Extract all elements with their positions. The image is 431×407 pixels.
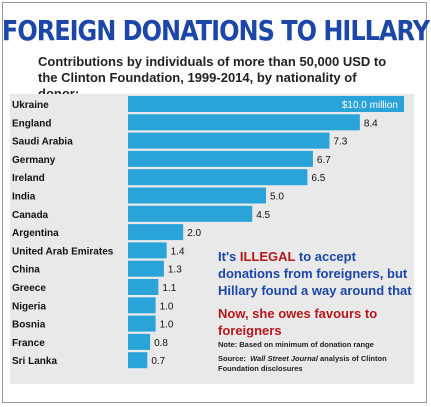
- source-publication: Wall Street Journal: [250, 354, 318, 363]
- footnote-source: Source: Wall Street Journal analysis of …: [218, 354, 408, 374]
- bar-nigeria: [128, 297, 156, 314]
- value-label-england: 8.4: [364, 118, 378, 129]
- annotation-favours: Now, she owes favours to foreigners: [218, 306, 378, 338]
- bar-india: [128, 187, 266, 204]
- category-label-bosnia: Bosnia: [12, 320, 46, 331]
- bar-argentina: [128, 224, 184, 241]
- value-label-germany: 6.7: [317, 155, 331, 166]
- category-label-england: England: [12, 118, 51, 129]
- category-label-sri-lanka: Sri Lanka: [12, 356, 57, 367]
- bar-ukraine: [128, 96, 404, 112]
- category-label-nigeria: Nigeria: [12, 301, 46, 312]
- value-label-bosnia: 1.0: [160, 320, 174, 331]
- source-text: analysis of Clinton Foundation disclosur…: [218, 354, 387, 373]
- annotation-suffix: to accept donations from foreigners, but…: [218, 249, 412, 298]
- bar-greece: [128, 279, 159, 295]
- annotation-highlight: ILLEGAL: [239, 249, 296, 264]
- chart-subtitle: Contributions by individuals of more tha…: [38, 54, 387, 101]
- value-label-united-arab-emirates: 1.4: [171, 246, 185, 257]
- bar-france: [128, 333, 151, 350]
- figure-border: [2, 2, 427, 403]
- category-label-canada: Canada: [12, 210, 49, 221]
- source-label: Source:: [218, 354, 246, 363]
- chart-title: FOREIGN DONATIONS TO HILLARY: [1, 14, 430, 48]
- category-label-china: China: [12, 265, 40, 276]
- value-label-ukraine: $10.0 million: [342, 100, 398, 111]
- value-label-greece: 1.1: [162, 283, 176, 294]
- value-label-france: 0.8: [154, 338, 168, 349]
- bar-ireland: [128, 169, 308, 186]
- category-label-france: France: [12, 338, 45, 349]
- bar-saudi-arabia: [128, 132, 330, 149]
- category-label-argentina: Argentina: [12, 228, 59, 239]
- annotation-illegal: It's ILLEGAL to accept donations from fo…: [218, 248, 418, 299]
- category-label-india: India: [12, 192, 36, 203]
- bar-united-arab-emirates: [128, 242, 167, 259]
- value-label-saudi-arabia: 7.3: [333, 137, 347, 148]
- bar-chart: Ukraine $10.0 million England 8.4 Saudi Arab…: [12, 96, 404, 369]
- bar-bosnia: [128, 315, 156, 332]
- value-label-ireland: 6.5: [311, 173, 325, 184]
- value-label-argentina: 2.0: [187, 228, 201, 239]
- value-label-india: 5.0: [270, 192, 284, 203]
- annotation-prefix: It's: [218, 249, 240, 264]
- category-label-ireland: Ireland: [12, 173, 45, 184]
- footnote-note: Note: Based on minimum of donation range: [218, 340, 374, 350]
- value-label-canada: 4.5: [256, 210, 270, 221]
- bar-china: [128, 260, 164, 277]
- category-label-greece: Greece: [12, 283, 46, 294]
- bar-sri-lanka: [128, 352, 148, 369]
- bar-england: [128, 114, 360, 131]
- category-label-saudi-arabia: Saudi Arabia: [12, 137, 73, 148]
- category-label-germany: Germany: [12, 155, 56, 166]
- category-label-united-arab-emirates: United Arab Emirates: [12, 246, 114, 257]
- value-label-nigeria: 1.0: [160, 301, 174, 312]
- bar-germany: [128, 150, 313, 167]
- value-label-sri-lanka: 0.7: [151, 356, 165, 367]
- note-label: Note:: [218, 340, 238, 349]
- value-label-china: 1.3: [168, 265, 182, 276]
- bar-canada: [128, 205, 253, 222]
- note-text: Based on minimum of donation range: [239, 340, 374, 349]
- category-label-ukraine: Ukraine: [12, 100, 49, 111]
